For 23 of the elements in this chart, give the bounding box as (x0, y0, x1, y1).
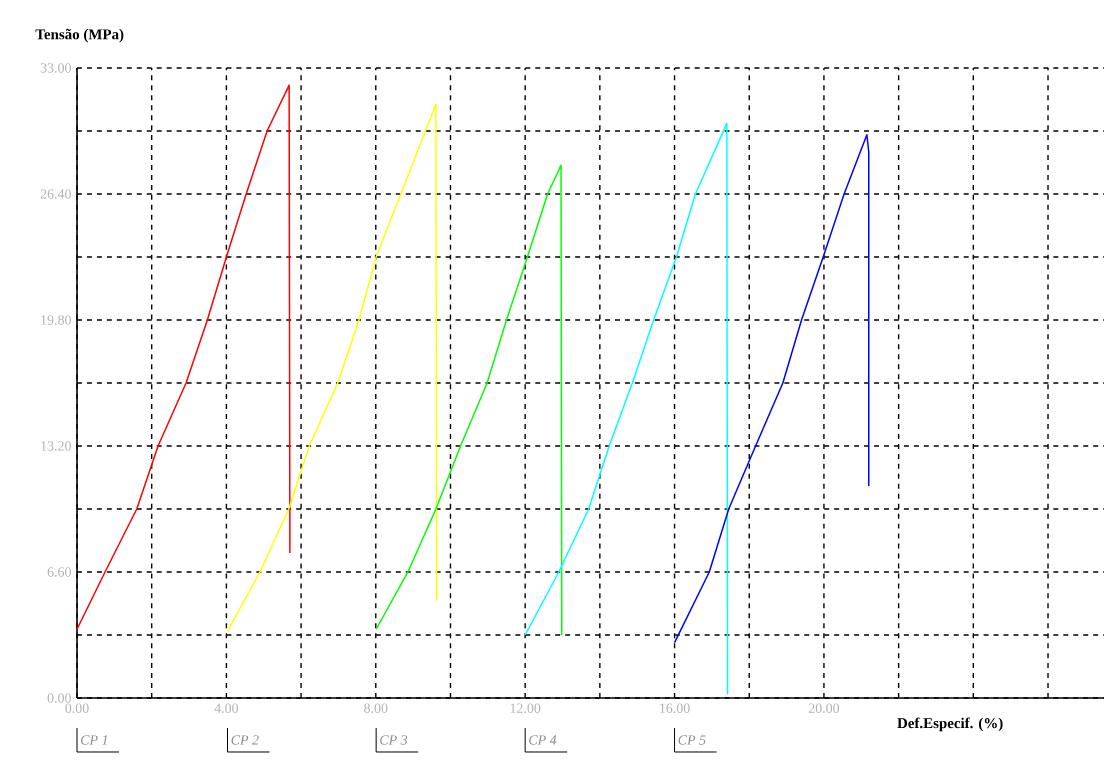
y-axis-title: Tensão (MPa) (35, 28, 124, 43)
x-tick-label: 8.00 (364, 703, 388, 713)
line-series (76, 84, 291, 631)
x-tick-label: 0.00 (65, 703, 89, 713)
x-axis-title: Def.Especif. (%) (897, 717, 1003, 732)
text: CP 2 (231, 735, 259, 745)
y-tick-label: 26.40 (40, 189, 71, 199)
line-series (375, 164, 563, 636)
text: CP 5 (678, 735, 706, 745)
x-tick-label: 4.00 (214, 703, 239, 713)
x-tick-label: 16.00 (660, 703, 690, 713)
x-tick-label: 12.00 (510, 703, 541, 713)
text: CP 1 (80, 735, 107, 745)
y-tick-label: 19.80 (41, 315, 71, 325)
text: CP 3 (380, 735, 408, 745)
line-series (673, 134, 870, 644)
y-tick-label: 0.00 (47, 693, 71, 703)
y-tick-label: 6.60 (47, 567, 71, 577)
text: CP 4 (529, 735, 557, 745)
y-tick-label: 13.20 (41, 441, 71, 451)
line-series (524, 122, 729, 695)
y-tick-label: 33.00 (40, 63, 71, 73)
x-tick-label: 20.00 (808, 703, 840, 713)
